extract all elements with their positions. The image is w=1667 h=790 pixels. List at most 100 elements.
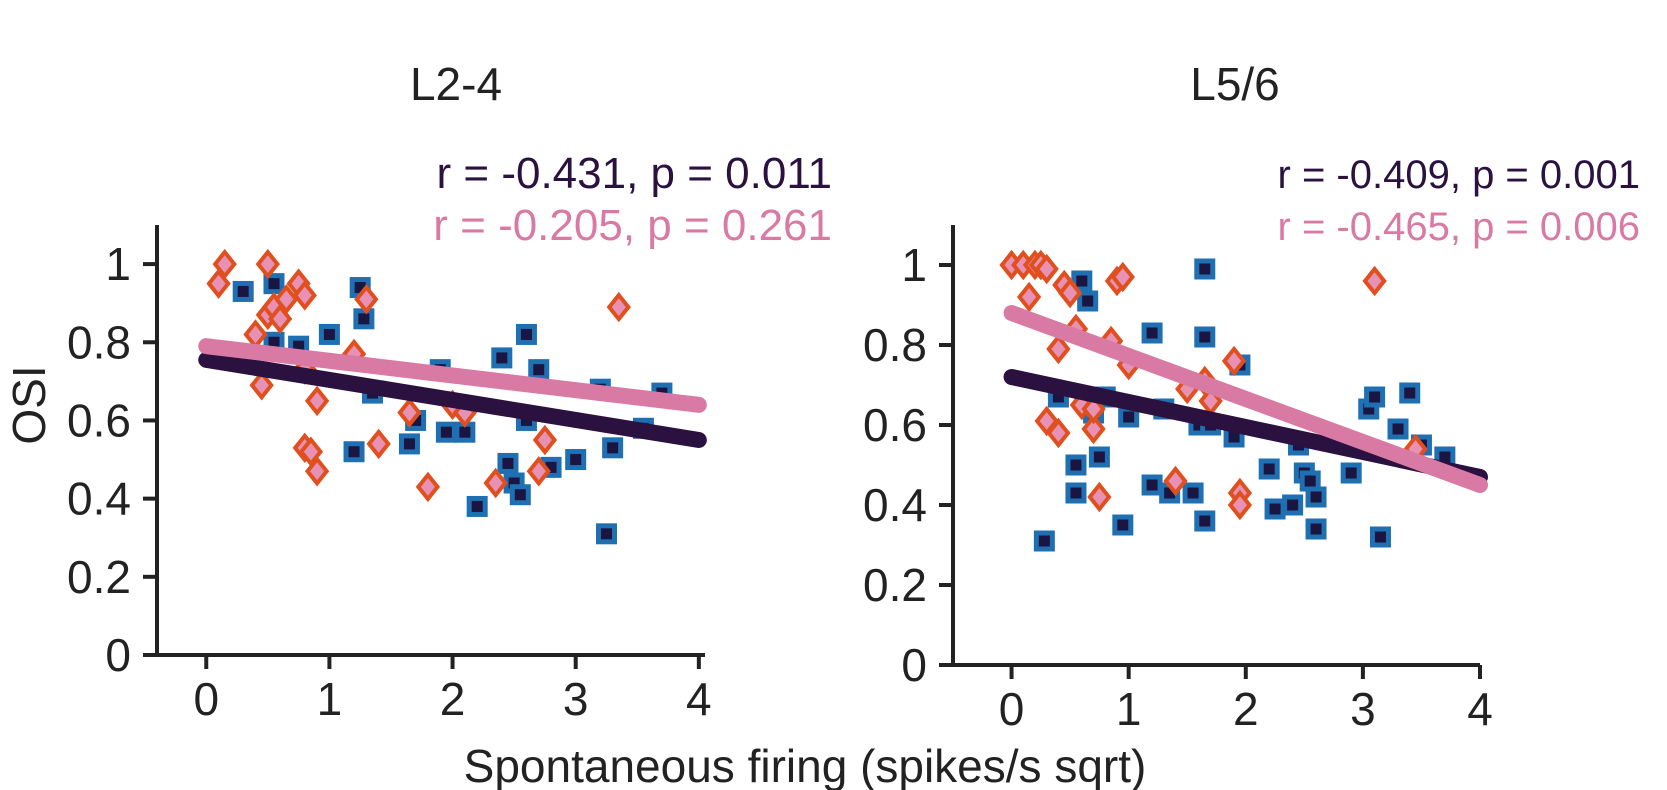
diamond-marker <box>267 303 293 335</box>
y-tick-label: 0.6 <box>67 394 131 446</box>
y-tick-label: 1 <box>105 238 131 290</box>
square-marker <box>515 323 537 345</box>
square-marker <box>398 433 420 455</box>
square-marker <box>435 421 457 443</box>
diamond-marker <box>366 428 391 460</box>
diamond-marker <box>1087 481 1112 513</box>
square-marker <box>1364 386 1386 408</box>
y-tick-label: 0.8 <box>67 316 131 368</box>
stats-line-dark: r = -0.431, p = 0.011 <box>437 149 832 198</box>
diamond-marker <box>415 471 441 503</box>
fit-line-pink <box>198 338 707 413</box>
square-marker <box>491 347 513 369</box>
x-tick-label: 3 <box>1350 683 1376 735</box>
square-marker <box>1065 454 1087 476</box>
square-marker <box>1340 462 1362 484</box>
x-tick-label: 1 <box>317 673 343 725</box>
panel-title: L5/6 <box>1190 58 1280 110</box>
square-marker <box>1112 514 1134 536</box>
square-marker <box>509 484 531 506</box>
square-marker <box>1065 482 1087 504</box>
x-tick-label: 2 <box>1233 683 1259 735</box>
square-marker <box>1369 526 1391 548</box>
square-marker <box>1399 382 1421 404</box>
diamond-marker <box>1046 417 1071 449</box>
square-marker <box>1182 482 1204 504</box>
y-tick-label: 0.8 <box>863 319 927 371</box>
diamond-marker <box>397 397 422 428</box>
fit-line-dark <box>198 351 707 448</box>
square-marker <box>232 280 254 302</box>
diamond-marker <box>255 248 280 280</box>
square-marker <box>528 359 550 381</box>
square-marker <box>602 437 624 459</box>
square-marker <box>1387 418 1409 440</box>
x-axis-label: Spontaneous firing (spikes/s sqrt) <box>464 740 1147 790</box>
x-tick-label: 0 <box>999 683 1025 735</box>
panel-l5-6: L5/6 r = -0.409, p = 0.001 r = -0.465, p… <box>863 58 1640 735</box>
x-tick-label: 1 <box>1116 683 1142 735</box>
diamond-marker <box>1046 333 1071 365</box>
stats-line-pink: r = -0.205, p = 0.261 <box>433 201 832 250</box>
x-tick-label: 4 <box>686 673 712 725</box>
x-tick-label: 0 <box>193 673 219 725</box>
square-marker <box>263 273 285 295</box>
square-marker <box>1141 474 1163 496</box>
panel-l2-4: L2-4 r = -0.431, p = 0.011 r = -0.205, p… <box>67 58 832 725</box>
x-tick-label: 2 <box>440 673 466 725</box>
diamond-marker <box>354 284 379 315</box>
x-tick-label: 4 <box>1467 683 1493 735</box>
y-tick-label: 0.4 <box>863 479 927 531</box>
square-marker <box>1305 486 1327 508</box>
diamond-marker <box>1057 277 1083 309</box>
y-tick-label: 0 <box>105 629 131 681</box>
panel-title: L2-4 <box>410 58 502 110</box>
square-marker <box>595 523 617 545</box>
diamond-marker <box>1227 489 1253 521</box>
square-marker <box>1141 322 1163 344</box>
diamond-marker <box>212 248 237 280</box>
diamond-marker <box>304 385 330 417</box>
fit-line-pink <box>1003 305 1488 493</box>
diamond-marker <box>1221 345 1247 377</box>
diamond-marker <box>304 456 330 487</box>
diamond-marker <box>1362 265 1387 297</box>
square-marker <box>1194 326 1216 348</box>
square-marker <box>1118 406 1140 428</box>
square-marker <box>343 441 365 463</box>
diamond-marker <box>298 436 324 467</box>
square-marker <box>1264 498 1286 520</box>
square-marker <box>497 452 519 474</box>
square-marker <box>1258 458 1280 480</box>
y-tick-label: 0 <box>901 639 927 691</box>
diamond-marker <box>1034 253 1059 285</box>
diamond-marker <box>249 370 274 401</box>
diamond-marker <box>1163 465 1188 497</box>
square-marker <box>318 323 340 345</box>
y-tick-label: 0.4 <box>67 473 131 525</box>
diamond-marker <box>526 456 551 487</box>
y-tick-label: 0.2 <box>863 559 927 611</box>
diamond-marker <box>292 280 317 311</box>
x-tick-label: 3 <box>563 673 589 725</box>
diamond-marker <box>606 291 631 323</box>
square-marker <box>1194 510 1216 532</box>
square-marker <box>1194 258 1216 280</box>
square-marker <box>1033 530 1055 552</box>
y-tick-label: 0.2 <box>67 551 131 603</box>
diamond-marker <box>243 319 268 350</box>
diamond-marker <box>1016 281 1042 313</box>
square-marker <box>1282 494 1304 516</box>
diamond-marker <box>483 467 508 499</box>
square-marker <box>353 308 375 330</box>
diamond-marker <box>532 424 558 456</box>
square-marker <box>466 495 488 517</box>
diamond-marker <box>1110 261 1135 293</box>
y-tick-label: 0.6 <box>863 399 927 451</box>
square-marker <box>1088 446 1110 468</box>
y-axis-label: OSI <box>3 365 55 444</box>
square-marker <box>565 449 587 471</box>
stats-line-pink: r = -0.465, p = 0.006 <box>1278 205 1640 249</box>
square-marker <box>1077 290 1099 312</box>
